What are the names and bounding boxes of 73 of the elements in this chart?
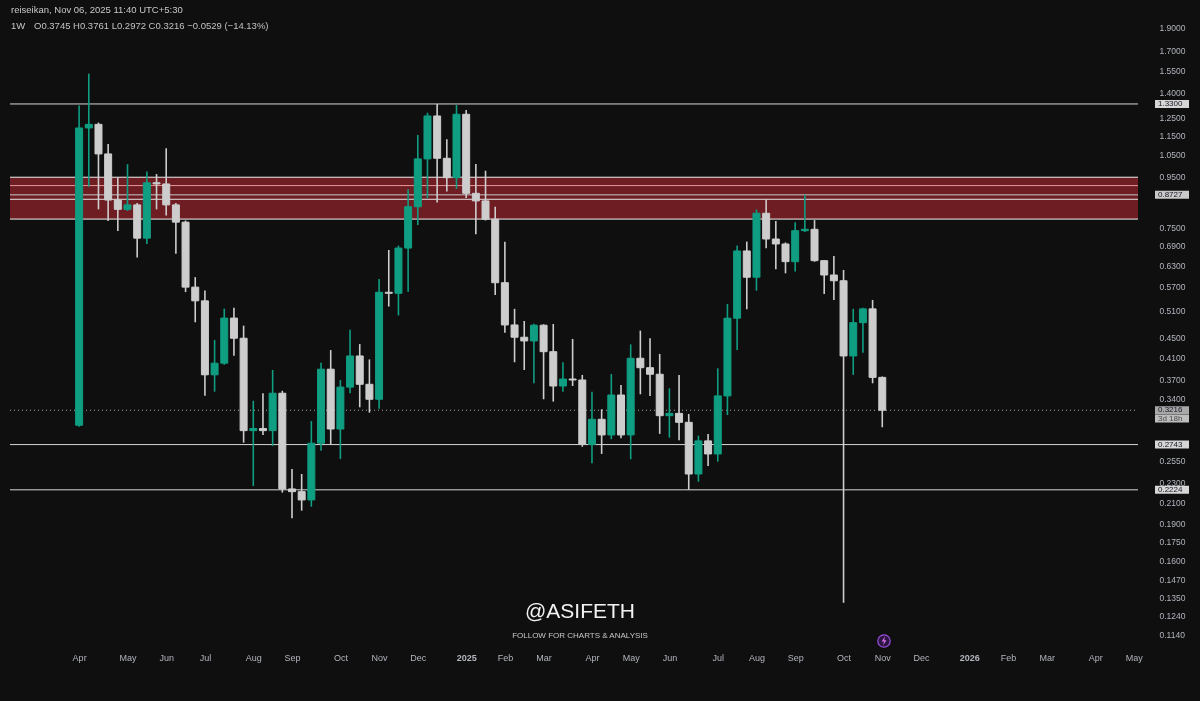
ref-line-label: 0.3216 — [1158, 405, 1184, 415]
candlestick — [858, 307, 867, 354]
y-tick-label: 0.1140 — [1159, 629, 1186, 640]
x-tick-label: Nov — [371, 652, 389, 663]
candlestick — [675, 374, 684, 442]
x-tick-label: Aug — [245, 652, 262, 663]
x-tick-label: May — [119, 652, 137, 663]
candlestick — [558, 361, 567, 393]
candlestick — [123, 163, 132, 212]
x-tick-label: Apr — [72, 652, 87, 663]
y-tick-label: 1.4000 — [1159, 88, 1186, 99]
text: 3d 18h — [1158, 413, 1183, 423]
y-tick-label: 0.1350 — [1159, 593, 1186, 604]
ref-line-label: 0.8727 — [1158, 189, 1184, 199]
y-tick-label: 0.9500 — [1159, 172, 1186, 183]
x-tick-label: Mar — [536, 652, 552, 663]
candlestick — [442, 138, 451, 193]
y-tick-label: 0.4100 — [1159, 353, 1186, 364]
candlestick — [384, 249, 393, 308]
y-tick-label: 0.1470 — [1159, 574, 1186, 585]
y-tick-label: 0.7500 — [1159, 223, 1186, 234]
x-tick-label: Aug — [748, 652, 765, 663]
y-tick-label: 0.5700 — [1159, 282, 1186, 293]
x-tick-label: 2026 — [959, 652, 980, 663]
y-tick-label: 1.2500 — [1159, 112, 1186, 123]
candlestick — [665, 387, 674, 439]
y-tick-label: 0.2550 — [1159, 455, 1186, 466]
x-tick-label: Jun — [159, 652, 174, 663]
y-tick-label: 1.5500 — [1159, 66, 1186, 77]
y-tick-label: 0.2100 — [1159, 497, 1186, 508]
x-tick-label: Mar — [1039, 652, 1056, 663]
y-tick-label: 1.0500 — [1159, 150, 1186, 161]
y-tick-label: 0.3400 — [1159, 393, 1186, 404]
x-tick-label: Dec — [410, 652, 427, 663]
x-tick-label: Jul — [712, 652, 725, 663]
y-tick-label: 0.3700 — [1159, 375, 1186, 386]
y-tick-label: 1.1500 — [1159, 130, 1186, 141]
x-tick-label: May — [622, 652, 641, 663]
ref-line-label: 1.3300 — [1158, 98, 1184, 108]
candlestick — [249, 399, 258, 487]
chart-title: 1W — [11, 20, 26, 31]
y-tick-label: 1.7000 — [1159, 46, 1186, 57]
x-tick-label: Sep — [787, 652, 804, 663]
text: reiseikan, Nov 06, 2025 11:40 UTC+5:30 — [11, 4, 183, 15]
x-tick-label: Feb — [1000, 652, 1017, 663]
y-tick-label: 0.1750 — [1159, 537, 1186, 548]
x-tick-label: Apr — [585, 652, 600, 663]
x-tick-label: Sep — [284, 652, 301, 663]
y-tick-label: 0.6300 — [1159, 260, 1186, 271]
y-tick-label: 0.5100 — [1159, 306, 1186, 317]
x-tick-label: May — [1125, 652, 1144, 663]
x-tick-label: 2025 — [456, 652, 477, 663]
y-tick-label: 0.6900 — [1159, 241, 1186, 252]
candlestick — [84, 72, 93, 188]
y-tick-label: 1.9000 — [1159, 22, 1186, 33]
annotation: FOLLOW FOR CHARTS & ANALYSIS — [512, 631, 648, 640]
candlestick — [529, 323, 538, 385]
x-tick-label: Jun — [662, 652, 678, 663]
y-tick-label: 0.4500 — [1159, 333, 1186, 344]
x-tick-label: Nov — [874, 652, 892, 663]
x-tick-label: Feb — [497, 652, 514, 663]
annotation: @ASIFETH — [525, 599, 635, 622]
y-tick-label: 0.1600 — [1159, 556, 1186, 567]
x-tick-label: Jul — [199, 652, 212, 663]
x-tick-label: Oct — [333, 652, 349, 663]
ref-line-label: 0.2743 — [1158, 439, 1184, 449]
chart-subtitle: O0.3745 H0.3761 L0.2972 C0.3216 −0.0529 (−14.13%) — [34, 20, 269, 31]
x-tick-label: Oct — [837, 652, 852, 663]
y-tick-label: 0.1240 — [1159, 611, 1186, 622]
candlestick — [258, 392, 267, 436]
x-tick-label: Apr — [1088, 652, 1103, 663]
y-tick-label: 0.1900 — [1159, 519, 1186, 530]
x-tick-label: Dec — [913, 652, 930, 663]
